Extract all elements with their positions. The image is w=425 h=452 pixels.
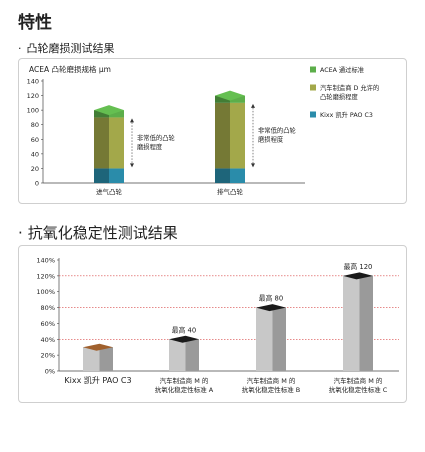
bar-top-face: [343, 272, 373, 280]
bar-front-face: [169, 339, 186, 371]
legend-label: 汽车制造商 D 允许的: [320, 83, 379, 92]
bar-segment-left-face: [215, 102, 230, 169]
y-tick-label: 0%: [45, 368, 55, 376]
x-tick-label: 排气凸轮: [217, 187, 244, 196]
y-tick-label: 40: [31, 150, 39, 158]
bar-side-face: [99, 347, 113, 371]
section-title-cam-wear: · 凸轮磨损测试结果: [18, 40, 115, 56]
bar-front-face: [343, 275, 360, 371]
legend-swatch: [310, 111, 316, 118]
page-title: 特性: [18, 13, 52, 33]
annotation-text: 非常低的凸轮: [258, 126, 296, 135]
bar-value-label: 最高 40: [172, 325, 196, 334]
legend-label: 凸轮磨损程度: [320, 92, 358, 101]
annotation-arrow-up: [130, 118, 134, 123]
bar-segment-left-face: [94, 110, 109, 118]
bar-segment-right-face: [109, 168, 124, 183]
y-tick-label: 100: [27, 107, 39, 115]
y-tick-label: 60%: [41, 320, 55, 328]
y-tick-label: 60: [31, 136, 39, 144]
bar-segment-left-face: [215, 168, 230, 183]
legend-label: ACEA 通过标准: [320, 65, 364, 74]
bar-front-face: [256, 307, 273, 371]
y-tick-label: 140%: [36, 257, 55, 265]
x-tick-label: 汽车制造商 M 的: [334, 376, 383, 385]
legend-swatch: [310, 66, 316, 73]
bullet: ·: [18, 224, 23, 242]
bar-segment-right-face: [230, 102, 245, 169]
x-tick-label: Kixx 凯升 PAO C3: [64, 375, 131, 385]
y-tick-label: 20: [31, 165, 39, 173]
y-tick-label: 40%: [41, 336, 55, 344]
y-tick-label: 100%: [36, 288, 55, 296]
y-tick-label: 20%: [41, 352, 55, 360]
bar-segment-right-face: [109, 117, 124, 169]
section-title-text: 抗氧化稳定性测试结果: [27, 224, 178, 242]
y-tick-label: 120: [27, 92, 39, 100]
x-tick-label: 汽车制造商 M 的: [160, 376, 209, 385]
bar-segment-right-face: [230, 168, 245, 183]
y-tick-label: 80: [31, 121, 39, 129]
bar-segment-right-face: [230, 95, 245, 103]
annotation-arrow-up: [251, 103, 255, 108]
x-tick-label: 抗氧化稳定性标准 B: [242, 385, 301, 394]
oxidation-chart: 0% 20% 40% 60% 80% 100% 120% 140% Kixx 凯升 PAO C3…: [36, 257, 399, 394]
x-tick-label: 抗氧化稳定性标准 A: [155, 385, 214, 394]
x-tick-label: 抗氧化稳定性标准 C: [329, 385, 388, 394]
bar-segment-left-face: [94, 168, 109, 183]
y-tick-label: 0: [35, 180, 39, 188]
y-tick-label: 120%: [36, 272, 55, 280]
bar-top-face: [169, 335, 199, 343]
bar-side-face: [272, 307, 286, 371]
oxidation-chart-panel: 0% 20% 40% 60% 80% 100% 120% 140% Kixx 凯升 PAO C3…: [18, 245, 407, 403]
bar-top-face: [83, 343, 113, 351]
x-tick-label: 进气凸轮: [96, 187, 123, 196]
bullet: ·: [18, 42, 22, 55]
annotation-text: 磨损程度: [137, 142, 163, 151]
y-tick-label: 80%: [41, 304, 55, 312]
chart-title: ACEA 凸轮磨损规格 μm: [29, 64, 111, 74]
annotation-arrow-down: [251, 163, 255, 168]
bar-front-face: [83, 347, 100, 371]
bar-segment-right-face: [109, 110, 124, 118]
bar-side-face: [185, 339, 199, 371]
cam-wear-chart: ACEA 凸轮磨损规格 μm 0 20 40 60 80 100 120 140 进气凸轮 非常低的…: [27, 64, 380, 196]
cam-wear-chart-panel: ACEA 凸轮磨损规格 μm 0 20 40 60 80 100 120 140 进气凸轮 非常低的…: [18, 58, 407, 204]
annotation-text: 磨损程度: [258, 135, 284, 144]
legend-swatch: [310, 84, 316, 91]
bar-segment-left-face: [215, 95, 230, 103]
bar-top-face: [215, 90, 245, 101]
bar-value-label: 最高 80: [259, 294, 283, 303]
bar-top-face: [256, 304, 286, 312]
x-tick-label: 汽车制造商 M 的: [247, 376, 296, 385]
bar-top-face: [94, 105, 124, 116]
section-title-oxidation: · 抗氧化稳定性测试结果: [18, 222, 178, 243]
annotation-arrow-down: [130, 163, 134, 168]
bar-side-face: [359, 275, 373, 371]
annotation-text: 非常低的凸轮: [137, 133, 175, 142]
y-tick-label: 140: [27, 78, 39, 86]
section-title-text: 凸轮磨损测试结果: [26, 42, 115, 55]
bar-segment-left-face: [94, 117, 109, 169]
bar-value-label: 最高 120: [344, 262, 373, 271]
legend-label: Kixx 凯升 PAO C3: [320, 110, 373, 119]
